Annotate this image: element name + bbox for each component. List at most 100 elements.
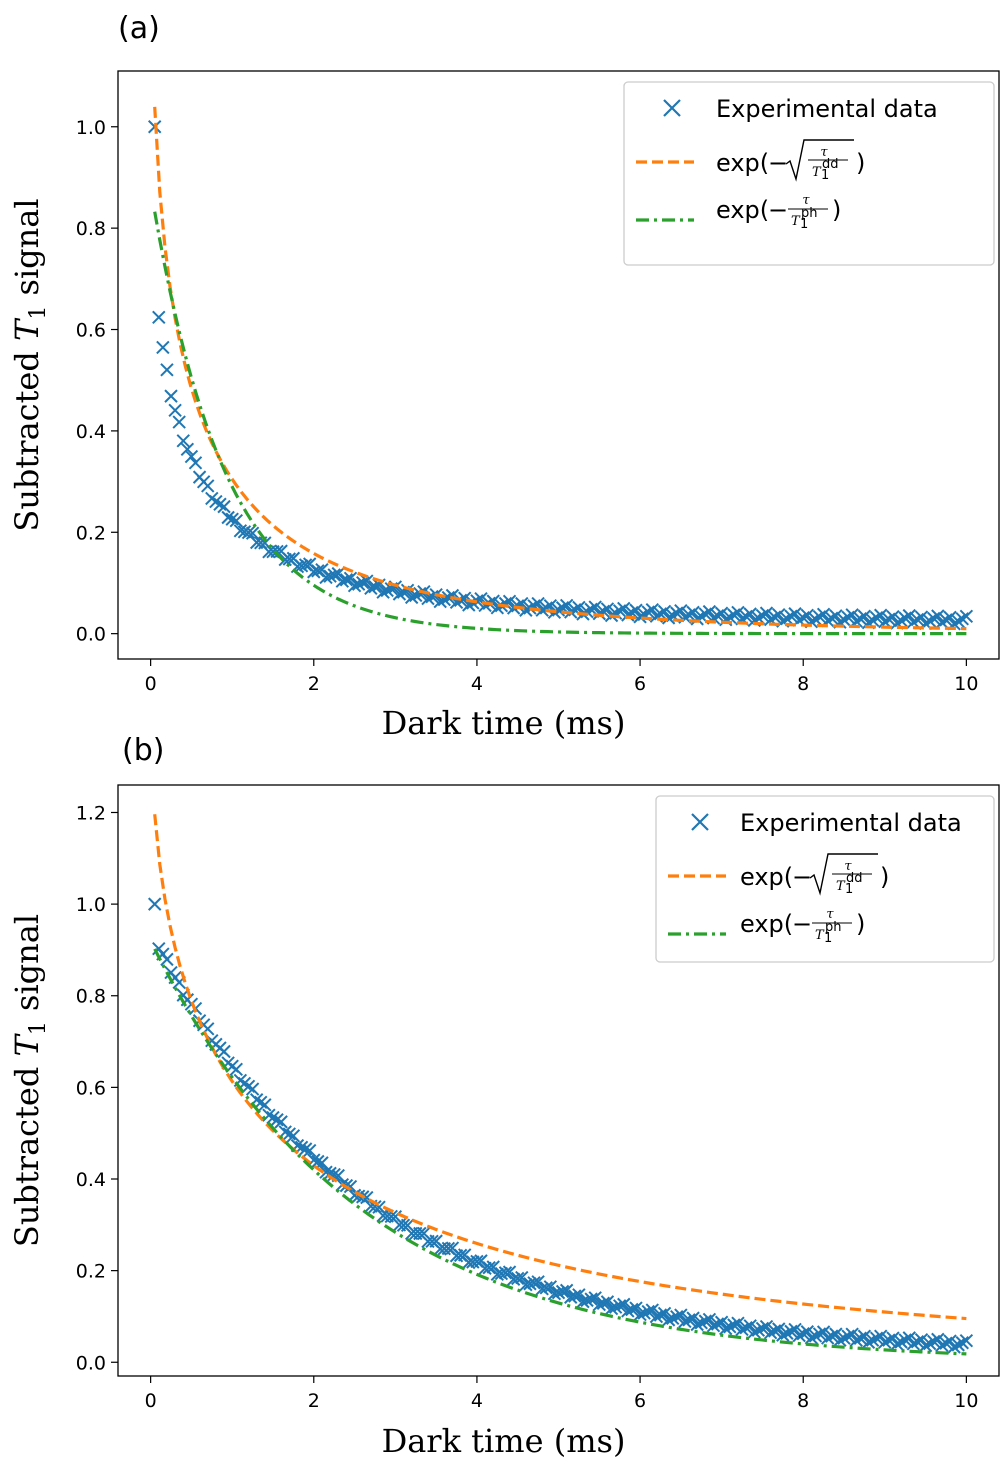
data-point [719,1321,733,1336]
legend-label-single: exp(− τT 1ph) [740,907,865,946]
data-point [776,1328,790,1342]
data-point [927,1334,941,1349]
data-point [906,1337,921,1351]
data-point [649,1309,664,1324]
data-point [535,603,549,617]
data-point [759,1319,774,1334]
legend-marker-data [663,99,681,117]
data-point [706,1319,721,1333]
data-point [233,524,248,538]
data-point [670,1309,684,1324]
data-point [653,1308,668,1322]
formula-minus: − [768,196,788,224]
sqrt-sign [785,139,854,182]
data-point [188,456,203,470]
data-point [172,415,186,429]
data-point [751,1323,766,1337]
x-tick-label: 6 [634,673,646,695]
data-point [869,1331,884,1345]
formula-tau: τ [802,193,810,208]
data-point [498,596,513,611]
data-point [886,1331,900,1345]
x-tick-label: 8 [797,1390,809,1412]
data-point [535,1282,549,1296]
data-point [515,1270,529,1285]
data-point [580,604,594,619]
data-point [376,585,390,599]
data-point [641,605,655,619]
data-point [294,559,309,573]
y-tick-label: 0.0 [76,1352,106,1374]
data-point [519,603,533,617]
chart-panel-b: (b) 0 2 4 6 8 10 0.0 0.2 0.4 0.6 0.8 1.0 1.2 Dark time… [8,733,1000,1460]
data-point [767,610,782,624]
data-point [943,610,957,625]
x-tick-label: 6 [634,1390,646,1412]
y-tick-label: 0.4 [76,421,106,443]
data-point [617,1297,631,1312]
y-tick-label: 0.6 [76,1077,106,1099]
data-point [347,579,362,593]
data-point [164,389,178,403]
data-point [959,609,974,624]
data-point [816,607,831,622]
sqrt-sign [809,853,878,896]
data-point [645,602,660,617]
data-point [356,575,370,590]
data-point [600,602,615,616]
data-point [853,1331,868,1345]
data-point [747,1325,761,1339]
panel-label: (a) [118,11,160,46]
data-point [890,1337,904,1351]
data-point [841,1329,855,1343]
data-point [686,605,700,620]
data-point [213,497,227,511]
plot-area [148,106,974,636]
y-tick-label: 1.2 [76,802,106,824]
data-point [584,1292,598,1306]
data-point [792,1328,806,1343]
data-point [800,608,815,622]
data-point [323,1166,337,1181]
data-point [156,340,170,355]
data-point [698,1314,713,1328]
data-point [392,587,407,601]
data-point [286,1129,301,1143]
data-point [882,612,896,626]
data-point [878,1335,892,1349]
data-point [943,1334,957,1348]
data-point [531,596,545,611]
data-point [894,1335,908,1349]
data-point [825,1329,839,1343]
data-point [914,610,929,624]
data-point [612,1299,627,1313]
data-point [678,1314,692,1329]
data-point [812,1327,827,1341]
data-point [413,586,427,601]
data-point [657,604,672,619]
data-point [808,1329,823,1343]
data-point [351,577,366,591]
legend-label-data: Experimental data [740,809,962,837]
data-point [466,596,480,610]
x-tick-label: 2 [308,1390,320,1412]
data-point [723,1320,737,1334]
axes-frame [117,70,1000,660]
data-point [784,609,798,623]
data-point [576,1294,590,1309]
y-tick-label: 0.2 [76,1261,106,1283]
data-point [551,603,566,617]
data-point [612,604,627,618]
data-point [759,606,774,620]
data-point [922,614,937,628]
data-point [947,1340,961,1354]
data-point [918,1338,933,1353]
data-point [511,599,525,613]
data-point [959,1333,974,1348]
data-point [727,608,741,622]
stretched-fit-line [153,106,967,631]
data-point [657,1306,672,1321]
data-point [527,1276,541,1290]
legend-marker-data [691,813,709,831]
data-point [160,363,174,377]
